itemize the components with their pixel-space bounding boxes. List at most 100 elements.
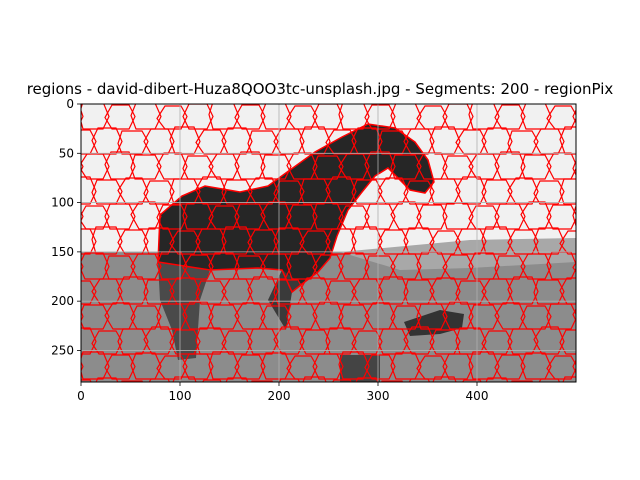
- segment-boundary: [81, 153, 110, 180]
- segment-boundary: [286, 303, 318, 330]
- segment-boundary: [455, 228, 487, 255]
- segment-boundary: [586, 229, 616, 254]
- segment-boundary: [468, 153, 500, 180]
- segment-boundary: [247, 130, 279, 155]
- segment-boundary: [469, 404, 499, 429]
- plot-frame: [80, 103, 577, 383]
- segment-boundary: [533, 180, 565, 205]
- segment-boundary: [121, 380, 144, 382]
- segment-boundary: [586, 177, 616, 204]
- segment-boundary: [234, 151, 266, 180]
- segment-boundary: [208, 304, 240, 330]
- segment-boundary: [91, 278, 123, 305]
- segment-boundary: [520, 253, 552, 280]
- segment-boundary: [612, 180, 640, 204]
- segment-boundary: [260, 253, 292, 280]
- segment-boundary: [143, 227, 175, 255]
- segment-boundary: [511, 380, 534, 382]
- segment-boundary: [312, 301, 344, 330]
- segment-boundary: [559, 230, 576, 255]
- segment-boundary: [299, 178, 331, 205]
- segment-boundary: [442, 301, 474, 330]
- segment-boundary: [81, 379, 92, 382]
- y-tick-label: 50: [59, 146, 74, 160]
- segment-boundary: [117, 130, 149, 155]
- segment-boundary: [546, 204, 576, 230]
- segment-boundary: [443, 406, 473, 429]
- segment-boundary: [260, 305, 292, 330]
- segment-boundary: [81, 351, 110, 380]
- segment-boundary: [234, 354, 266, 380]
- segment-boundary: [338, 351, 370, 380]
- segment-boundary: [485, 377, 509, 382]
- segment-boundary: [104, 255, 136, 280]
- segment-boundary: [390, 154, 422, 180]
- segment-boundary: [104, 104, 136, 130]
- segment-boundary: [182, 353, 214, 380]
- segment-boundary: [547, 403, 577, 429]
- region-ground-light: [340, 238, 576, 270]
- x-tick-label: 300: [367, 389, 390, 403]
- segment-boundary: [364, 203, 396, 230]
- segment-boundary: [261, 405, 291, 429]
- segment-boundary: [533, 326, 565, 355]
- segment-boundary: [364, 255, 396, 280]
- segment-boundary: [364, 354, 396, 380]
- segment-boundaries: [81, 102, 640, 429]
- segment-boundary: [208, 351, 240, 380]
- segment-boundary: [572, 261, 576, 273]
- segment-boundary: [221, 226, 253, 255]
- segment-boundary: [599, 206, 629, 229]
- segment-boundary: [131, 405, 161, 429]
- segment-boundary: [481, 330, 513, 355]
- segment-boundary: [287, 403, 317, 429]
- segment-boundary: [416, 303, 448, 330]
- segment-boundary: [559, 178, 576, 205]
- segment-boundary: [521, 405, 551, 429]
- y-axis: 0 50 100 150 200 250: [51, 97, 81, 357]
- segment-boundary: [338, 153, 370, 180]
- segment-boundary: [325, 327, 357, 355]
- segment-boundary: [572, 159, 576, 177]
- segment-boundary: [117, 177, 149, 205]
- segment-boundary: [169, 178, 201, 205]
- segment-boundary: [221, 330, 253, 355]
- segment-boundary: [533, 227, 565, 255]
- segment-boundary: [520, 154, 552, 180]
- segment-boundary: [612, 331, 640, 354]
- segment-boundary: [338, 205, 370, 230]
- segment-boundary: [130, 154, 162, 180]
- segment-boundary: [429, 277, 461, 305]
- segment-boundary: [546, 105, 576, 130]
- segment-boundary: [442, 254, 474, 280]
- segment-boundary: [381, 380, 404, 382]
- plot-area: [80, 102, 640, 429]
- segment-boundary: [507, 177, 539, 205]
- segment-boundary: [278, 378, 301, 382]
- segment-boundary: [390, 253, 422, 280]
- segment-boundary: [234, 104, 266, 130]
- segment-boundary: [494, 151, 526, 180]
- grid-lines: [81, 104, 576, 382]
- segment-boundary: [91, 127, 123, 155]
- x-tick-label: 100: [169, 389, 192, 403]
- segment-boundary: [403, 180, 435, 205]
- segment-boundary: [208, 153, 240, 180]
- segment-boundary: [442, 353, 474, 380]
- segment-boundary: [172, 376, 197, 382]
- segment-boundary: [599, 102, 629, 129]
- segment-boundary: [182, 301, 214, 330]
- segment-boundary: [429, 178, 461, 205]
- segment-boundary: [81, 280, 97, 305]
- segment-boundary: [169, 126, 201, 155]
- segment-boundary: [299, 126, 331, 155]
- y-tick-label: 150: [51, 245, 74, 259]
- segment-boundary: [351, 127, 383, 155]
- segment-boundary: [468, 104, 500, 130]
- segment-boundary: [364, 104, 396, 130]
- segment-boundary: [612, 279, 640, 304]
- segment-boundary: [286, 105, 318, 130]
- x-axis: 0 100 200 300 400: [77, 382, 488, 403]
- segment-boundary: [455, 176, 487, 205]
